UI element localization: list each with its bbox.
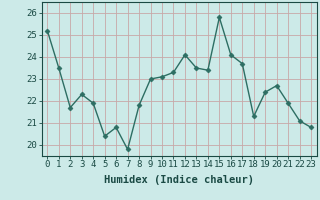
X-axis label: Humidex (Indice chaleur): Humidex (Indice chaleur)	[104, 175, 254, 185]
